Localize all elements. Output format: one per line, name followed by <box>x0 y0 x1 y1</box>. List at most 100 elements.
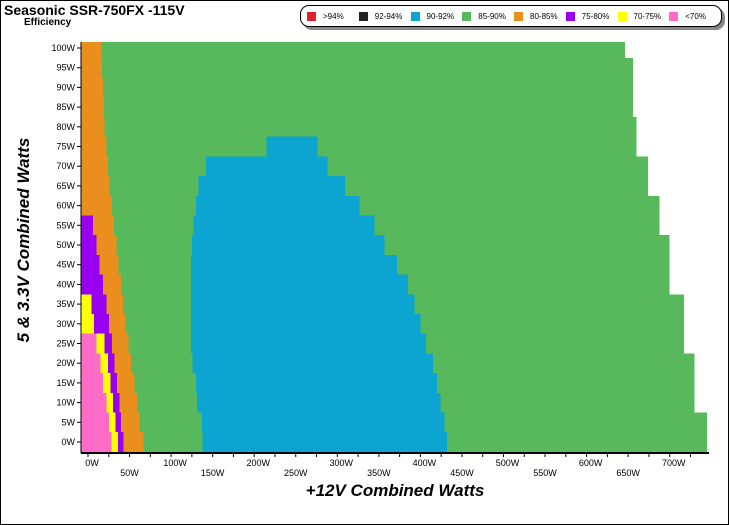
x-tick-label: 550W <box>533 468 557 478</box>
heatmap-cell <box>198 176 345 196</box>
legend-label: 70-75% <box>633 11 662 21</box>
legend-label: 90-92% <box>426 11 455 21</box>
y-tick-label: 95W <box>56 63 75 73</box>
heatmap-cell <box>117 373 135 393</box>
heatmap-cell <box>191 235 385 255</box>
heatmap-cell <box>359 195 660 216</box>
heatmap-cell <box>81 97 104 117</box>
heatmap-cell <box>81 313 94 334</box>
heatmap-cell <box>139 412 202 433</box>
heatmap-cell <box>193 215 375 236</box>
y-tick-label: 20W <box>56 358 75 368</box>
y-axis-label: 5 & 3.3V Combined Watts <box>14 137 33 343</box>
x-tick-label: 250W <box>284 468 308 478</box>
heatmap-cell <box>437 373 695 393</box>
heatmap-cell <box>134 373 197 393</box>
y-tick-label: 70W <box>56 161 75 171</box>
heatmap-cell <box>81 412 109 433</box>
heatmap-cell <box>266 136 318 157</box>
heatmap-cell <box>81 215 93 236</box>
chart-title: Seasonic SSR-750FX -115V <box>4 2 185 18</box>
heatmap-cell <box>125 313 192 334</box>
heatmap-cell <box>122 294 192 314</box>
heatmap-cell <box>446 432 707 452</box>
heatmap-cell <box>121 274 192 295</box>
heatmap-cell <box>102 77 634 98</box>
heatmap-cell <box>108 313 126 334</box>
legend-swatch <box>514 11 523 21</box>
legend-item: >94% <box>307 11 359 21</box>
x-tick-label: 0W <box>85 458 99 468</box>
heatmap-cell <box>99 254 119 275</box>
y-tick-label: 85W <box>56 102 75 112</box>
heatmap-cell <box>81 116 105 137</box>
x-tick-label: 300W <box>330 458 354 468</box>
heatmap-cell <box>440 392 695 413</box>
y-tick-label: 10W <box>56 398 75 408</box>
y-tick-label: 30W <box>56 319 75 329</box>
y-tick-label: 25W <box>56 339 75 349</box>
heatmap-cell <box>91 294 107 314</box>
heatmap-cell <box>96 235 117 255</box>
heatmap-cell <box>108 412 116 433</box>
x-tick-label: 650W <box>616 468 640 478</box>
heatmap-cell <box>81 77 103 98</box>
legend-swatch <box>669 11 679 21</box>
x-tick-label: 600W <box>579 458 603 468</box>
heatmap-cell <box>384 235 670 255</box>
heatmap-cell <box>81 235 97 255</box>
legend-swatch <box>617 11 627 21</box>
y-tick-label: 50W <box>56 240 75 250</box>
legend-item: 85-90% <box>462 11 514 21</box>
legend-swatch <box>410 11 420 21</box>
y-tick-label: 40W <box>56 279 75 289</box>
heatmap-cell <box>202 432 447 452</box>
heatmap-cell <box>143 432 203 452</box>
heatmap-cell <box>121 412 140 433</box>
heatmap-cell <box>317 136 637 157</box>
heatmap-cell <box>112 392 120 413</box>
legend-swatch <box>462 11 472 21</box>
heatmap-cell <box>327 156 649 177</box>
heatmap-cell <box>117 432 124 452</box>
y-tick-label: 80W <box>56 122 75 132</box>
heatmap-cell <box>192 353 433 374</box>
heatmap-cell <box>81 373 103 393</box>
heatmap-cell <box>81 333 97 354</box>
heatmap-cell <box>81 156 108 177</box>
heatmap-cell <box>119 392 138 413</box>
heatmap-cell <box>106 294 123 314</box>
heatmap-cell <box>115 412 122 433</box>
heatmap-cell <box>432 353 695 374</box>
heatmap-cell <box>191 333 427 354</box>
x-tick-label: 700W <box>662 458 686 468</box>
heatmap-cell <box>81 136 107 157</box>
heatmap-cell <box>102 57 634 78</box>
x-axis-label: +12V Combined Watts <box>305 481 485 500</box>
heatmap-cell <box>92 215 114 236</box>
heatmap-cell <box>137 392 197 413</box>
legend-label: 85-90% <box>478 11 506 21</box>
heatmap-cell <box>81 254 100 275</box>
legend-swatch <box>307 11 316 21</box>
heatmap-cell <box>102 373 111 393</box>
x-tick-label: 450W <box>450 468 474 478</box>
legend-item: 92-94% <box>358 11 411 21</box>
heatmap-cell <box>128 333 192 354</box>
heatmap-cell <box>106 392 113 413</box>
heatmap-cell <box>107 353 115 374</box>
y-tick-label: 100W <box>51 43 75 53</box>
heatmap-cell <box>196 195 360 216</box>
heatmap-cell <box>191 294 415 314</box>
heatmap-cell <box>81 42 102 58</box>
y-tick-label: 35W <box>56 299 75 309</box>
heatmap-cell <box>81 353 101 374</box>
x-tick-label: 150W <box>201 468 225 478</box>
heatmap-cell <box>196 373 438 393</box>
heatmap-cell <box>81 57 103 78</box>
legend-label: 92-94% <box>374 11 403 21</box>
heatmap-cell <box>114 353 132 374</box>
heatmap-cell <box>81 392 107 413</box>
heatmap-cell <box>191 274 408 295</box>
